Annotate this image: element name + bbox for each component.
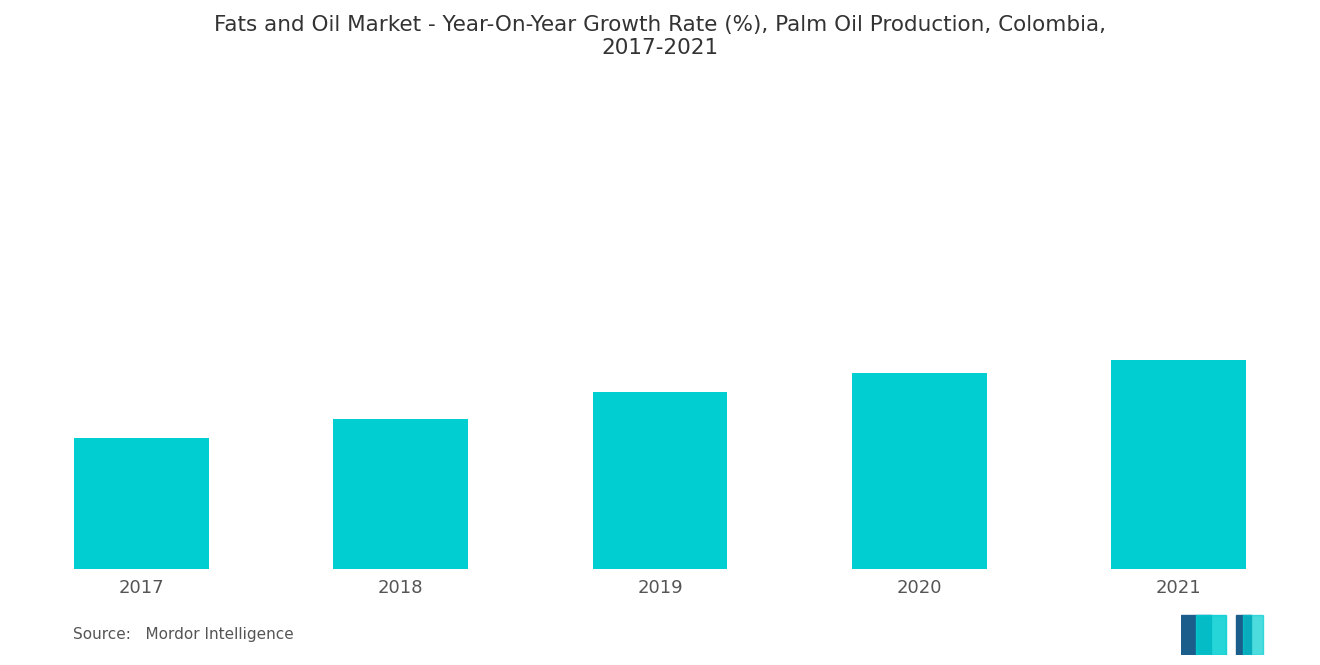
Title: Fats and Oil Market - Year-On-Year Growth Rate (%), Palm Oil Production, Colombi: Fats and Oil Market - Year-On-Year Growt… [214,15,1106,59]
Bar [1111,360,1246,569]
Bar [333,418,469,569]
Polygon shape [1196,615,1226,655]
Text: Source:   Mordor Intelligence: Source: Mordor Intelligence [73,626,293,642]
Bar [74,438,209,569]
Bar [593,392,727,569]
Polygon shape [1181,615,1212,655]
Polygon shape [1236,615,1250,655]
Bar [851,373,987,569]
Polygon shape [1243,615,1262,655]
